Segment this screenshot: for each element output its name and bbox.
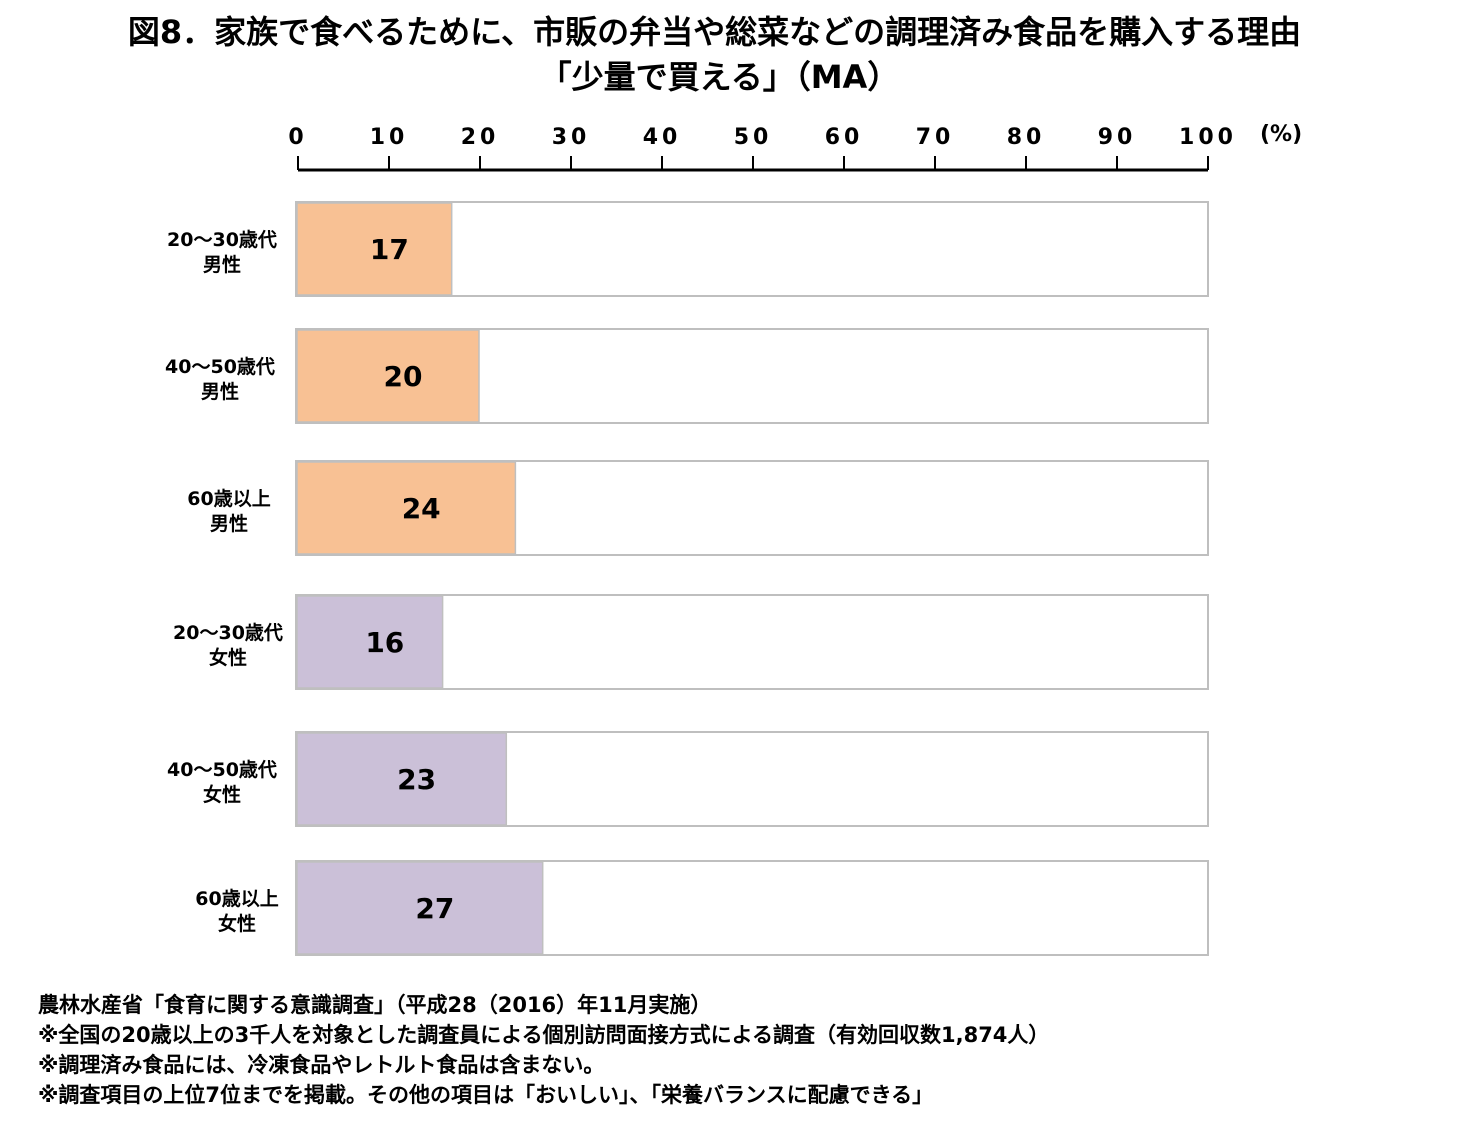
bar-track — [295, 594, 1209, 690]
x-tick-label: 70 — [916, 125, 955, 150]
x-tick-label: 0 — [288, 125, 307, 150]
bar — [296, 202, 453, 296]
bar — [296, 732, 508, 826]
bar — [296, 461, 517, 555]
category-label: 男性 — [201, 380, 239, 403]
category-label: 20～30歳代 — [173, 622, 283, 644]
x-tick-label: 80 — [1007, 125, 1046, 150]
category-label: 40～50歳代 — [165, 356, 275, 378]
note-source: 農林水産省「食育に関する意識調査」（平成28（2016）年11月実施） — [38, 993, 712, 1017]
note-exclusion: ※調理済み食品には、冷凍食品やレトルト食品は含まない。 — [38, 1053, 605, 1077]
x-axis: 0 10 20 30 40 50 60 70 80 90 100 (%) — [288, 122, 1302, 172]
category-label: 60歳以上 — [187, 488, 270, 510]
footnotes: 農林水産省「食育に関する意識調査」（平成28（2016）年11月実施） ※全国の… — [38, 990, 1049, 1110]
bar — [296, 329, 480, 423]
note-survey-method: ※全国の20歳以上の3千人を対象とした調査員による個別訪問面接方式による調査（有… — [38, 1023, 1050, 1047]
category-label: 男性 — [210, 512, 248, 535]
bar-value-label: 27 — [415, 892, 454, 925]
category-label: 女性 — [209, 646, 247, 669]
category-label: 40～50歳代 — [167, 759, 277, 781]
x-tick-label: 20 — [461, 125, 500, 150]
category-label: 60歳以上 — [195, 888, 278, 910]
x-tick-label: 90 — [1098, 125, 1137, 150]
x-axis-unit: (%) — [1260, 122, 1302, 147]
bar — [296, 861, 544, 955]
bar — [296, 595, 444, 689]
x-tick-label: 30 — [552, 125, 591, 150]
x-tick-label: 60 — [825, 125, 864, 150]
x-tick-label: 10 — [370, 125, 409, 150]
category-label: 女性 — [218, 912, 256, 935]
note-other-items: ※調査項目の上位7位までを掲載。その他の項目は「おいしい」、「栄養バランスに配慮… — [38, 1083, 934, 1107]
category-label: 男性 — [203, 253, 241, 276]
x-tick-label: 50 — [734, 125, 773, 150]
bar-value-label: 20 — [384, 360, 423, 393]
category-label: 女性 — [203, 783, 241, 806]
category-label: 20～30歳代 — [167, 229, 277, 251]
chart-title-line-1: 図8．家族で食べるために、市販の弁当や総菜などの調理済み食品を購入する理由 — [127, 13, 1302, 51]
bar-value-label: 24 — [402, 492, 441, 525]
bar-value-label: 16 — [365, 626, 404, 659]
x-tick-label: 40 — [643, 125, 682, 150]
x-tick-label: 100 — [1179, 125, 1237, 150]
bars: 1720～30歳代男性2040～50歳代男性2460歳以上男性1620～30歳代… — [165, 201, 1209, 956]
bar-value-label: 17 — [370, 233, 409, 266]
bar-value-label: 23 — [397, 763, 436, 796]
chart-title-line-2: 「少量で買える」（MA） — [539, 58, 900, 96]
